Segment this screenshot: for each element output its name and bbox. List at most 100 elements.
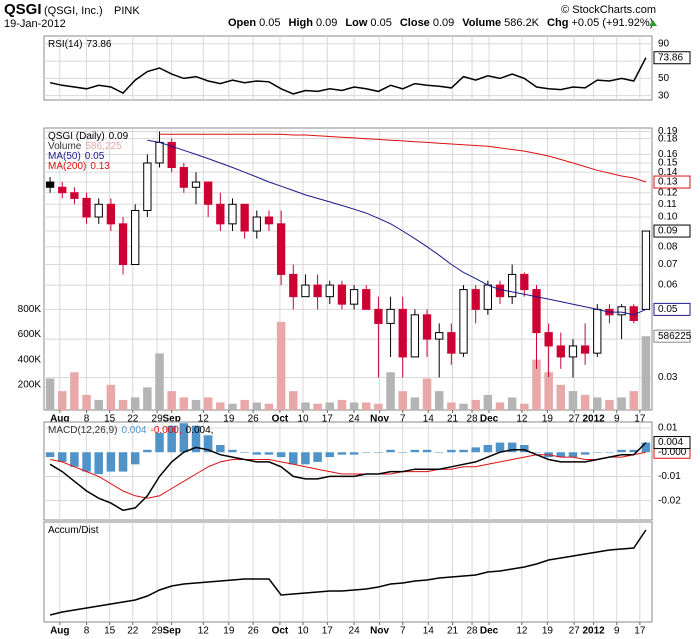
legend-entry: MA(50) 0.05 — [48, 151, 105, 162]
bar — [289, 452, 298, 465]
bar — [568, 452, 578, 458]
candle-body — [191, 181, 201, 188]
x-tick-label: 2012 — [583, 414, 606, 425]
bar — [45, 378, 55, 410]
candle-body — [362, 289, 371, 310]
x-tick-label: 17 — [634, 414, 646, 425]
bar — [130, 397, 140, 410]
bar — [94, 399, 103, 410]
bar — [70, 372, 79, 410]
y-tick-label: 0.11 — [658, 199, 677, 210]
bar — [495, 402, 505, 410]
y-tick-label: -0.01 — [658, 471, 681, 482]
symbol: QSGI — [4, 1, 42, 18]
bar — [483, 444, 493, 453]
bar — [593, 452, 602, 453]
x-tick-label: 27 — [569, 626, 581, 637]
exchange: PINK — [114, 5, 140, 17]
bar — [240, 399, 249, 410]
bar — [617, 397, 626, 410]
bar — [544, 372, 553, 410]
bar — [471, 447, 480, 453]
x-tick-label: 17 — [322, 626, 334, 637]
bar — [422, 449, 432, 453]
bar — [289, 391, 298, 410]
candle-body — [313, 284, 322, 298]
value-box-label: 0.004 — [658, 437, 683, 448]
value-box-label: 0.13 — [658, 177, 678, 188]
bar — [532, 452, 541, 453]
value-box — [653, 329, 691, 343]
bar — [57, 452, 67, 462]
value-box — [653, 175, 691, 189]
bar — [301, 452, 310, 465]
bar — [422, 378, 432, 410]
y2-tick-label: 400K — [18, 354, 42, 365]
value-box — [653, 224, 691, 238]
y-tick-label: 0.15 — [658, 158, 678, 169]
x-tick-label: 22 — [127, 626, 139, 637]
x-tick-label: 21 — [447, 414, 459, 425]
candle-body — [94, 203, 103, 218]
candle-body — [483, 284, 492, 310]
bar — [313, 452, 322, 462]
candle-body — [580, 345, 590, 354]
series-line — [49, 529, 647, 616]
up-arrow — [649, 20, 657, 26]
x-tick-label: Sep — [163, 414, 181, 425]
bar — [398, 391, 407, 410]
series-line — [49, 57, 647, 95]
bar — [191, 399, 201, 410]
bar — [155, 353, 164, 410]
bar — [374, 452, 383, 453]
x-tick-label: 29 — [152, 414, 164, 425]
company-name: (QSGI, Inc.) — [44, 5, 103, 17]
candle-body — [240, 203, 249, 232]
legend-entry: MACD(12,26,9) 0.004 -0.000, 0.004, — [48, 425, 213, 436]
y2-tick-label: 600K — [18, 329, 42, 340]
value-box-label: 73.86 — [658, 52, 683, 63]
x-tick-label: 15 — [104, 414, 116, 425]
y-tick-label: 50 — [658, 73, 670, 84]
bar — [155, 432, 164, 453]
legend-name: Volume — [48, 141, 82, 152]
candle-body — [617, 306, 626, 316]
bar — [118, 399, 128, 410]
candle-body — [204, 181, 213, 205]
bar — [580, 394, 590, 410]
legend-name: Accum/Dist — [48, 525, 99, 536]
x-tick-label: Oct — [272, 414, 289, 425]
bar — [130, 452, 140, 465]
bar — [593, 397, 602, 410]
bar — [325, 452, 335, 458]
candle-body — [410, 314, 420, 358]
candle-body — [325, 284, 334, 298]
bar — [374, 403, 383, 410]
x-tick-label: Dec — [480, 414, 499, 425]
x-tick-label: 10 — [297, 414, 309, 425]
x-tick-label: Aug — [50, 626, 69, 637]
candle-body — [118, 223, 128, 266]
bar — [276, 452, 286, 458]
x-tick-label: 2012 — [583, 626, 606, 637]
candle-body — [508, 273, 517, 298]
y2-tick-label: 200K — [18, 379, 42, 390]
candle-body — [106, 203, 116, 225]
value-box — [653, 302, 691, 316]
x-tick-label: 15 — [104, 626, 116, 637]
x-tick-label: 12 — [198, 626, 210, 637]
candle-body — [216, 203, 225, 225]
stat-value: 0.09 — [433, 17, 454, 29]
candle-body — [459, 289, 468, 354]
x-tick-label: 7 — [400, 626, 406, 637]
bar — [361, 402, 371, 410]
x-tick-label: 8 — [84, 414, 90, 425]
bar — [507, 397, 517, 410]
x-tick-label: Sep — [163, 626, 181, 637]
value-box-label: 0.05 — [658, 304, 678, 315]
legend-value: 586,225 — [85, 141, 122, 152]
bar — [216, 444, 225, 453]
stat-value: 0.09 — [316, 17, 337, 29]
y-tick-label: 0.03 — [658, 372, 678, 383]
